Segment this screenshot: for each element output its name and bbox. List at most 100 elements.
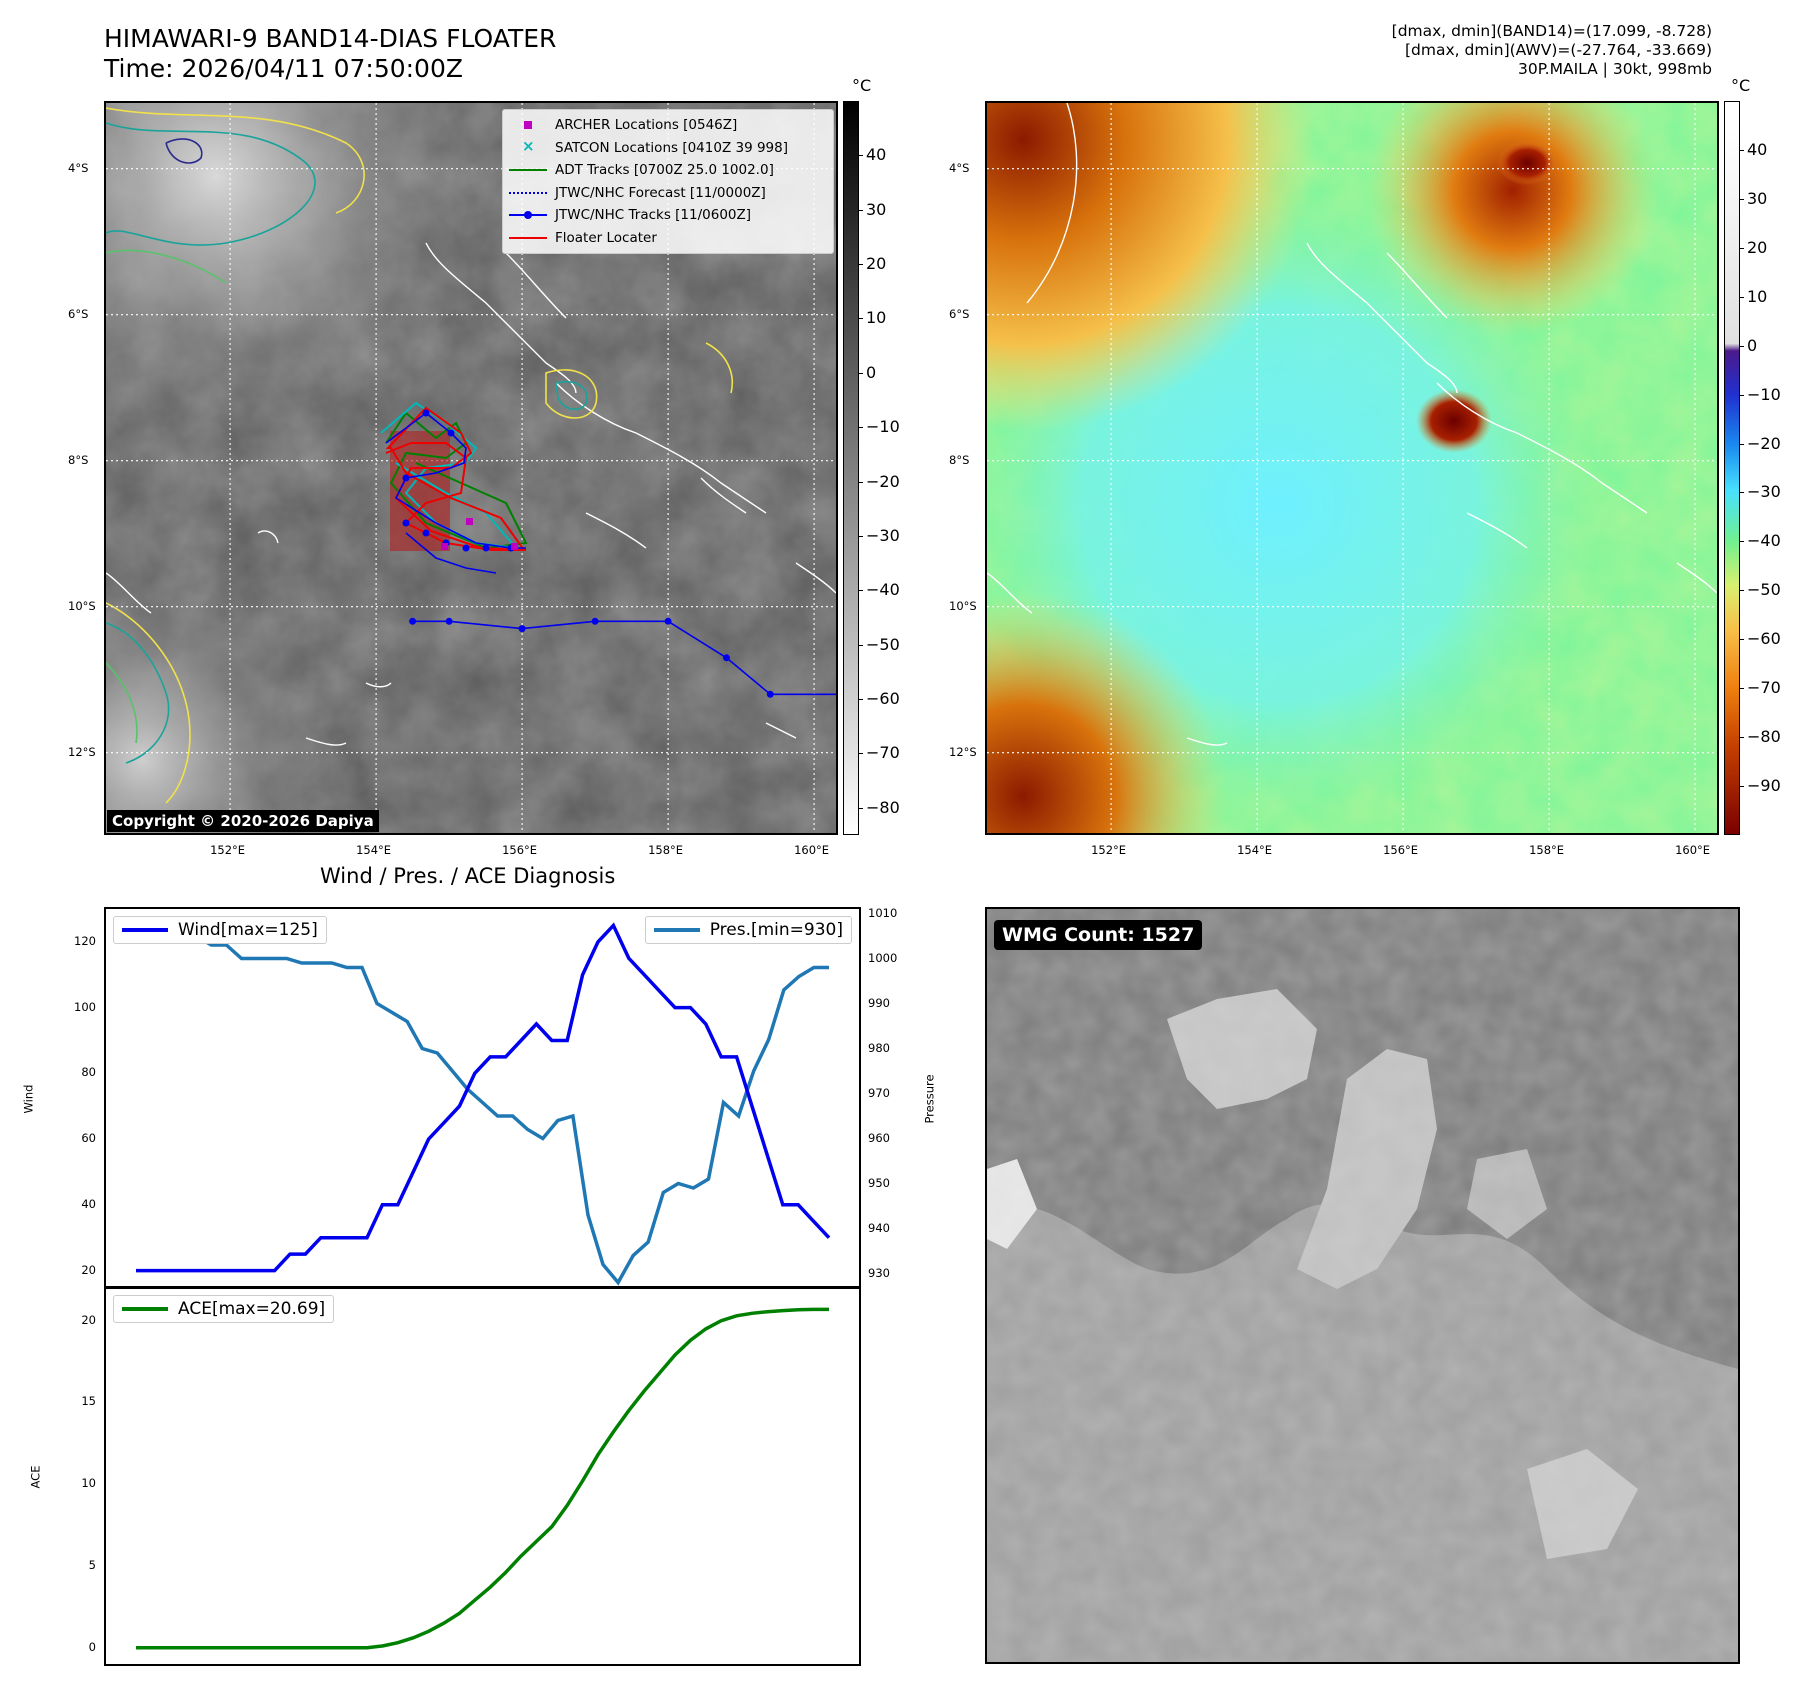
y-tick-label: 970 <box>868 1085 890 1100</box>
legend-jtwc-tracks: JTWC/NHC Tracks [11/0600Z] <box>509 204 827 227</box>
y-tick-label: 10 <box>81 1476 96 1491</box>
colorbar-tick: −40 <box>1747 531 1781 551</box>
diagnosis-title: Wind / Pres. / ACE Diagnosis <box>320 864 616 888</box>
y-tick-label: 950 <box>868 1175 890 1190</box>
colorbar-tick-mark <box>859 753 863 755</box>
legend-satcon: × SATCON Locations [0410Z 39 998] <box>522 136 788 156</box>
awv-colorbar <box>1724 101 1740 835</box>
y-tick-label: 930 <box>868 1265 890 1280</box>
ir-colorbar <box>843 101 859 835</box>
legend-adt: ADT Tracks [0700Z 25.0 1002.0] <box>509 159 827 182</box>
colorbar-tick-mark <box>859 807 863 809</box>
y-tick-label: 1010 <box>868 905 898 920</box>
lon-label: 152°E <box>1091 843 1127 857</box>
map-legend: ARCHER Locations [0546Z] × SATCON Locati… <box>502 109 834 254</box>
jtwc-forecast-track <box>412 620 836 696</box>
colorbar-tick: −10 <box>866 417 900 437</box>
colorbar-tick: −60 <box>1747 629 1781 649</box>
colorbar-tick-mark <box>859 155 863 157</box>
y-tick-label: 0 <box>88 1639 96 1654</box>
colorbar-tick-mark <box>1740 394 1744 396</box>
colorbar-tick-mark <box>859 535 863 537</box>
main-title: HIMAWARI-9 BAND14-DIAS FLOATER Time: 202… <box>104 24 556 84</box>
y-tick-label: 15 <box>81 1394 96 1409</box>
ir-map-panel: ARCHER Locations [0546Z] × SATCON Locati… <box>104 101 838 835</box>
colorbar-tick-mark <box>859 427 863 429</box>
lat-label: 12°S <box>68 744 96 759</box>
colorbar-tick-mark <box>1740 786 1744 788</box>
lon-label: 154°E <box>1237 843 1273 857</box>
wind-pres-svg <box>136 922 831 1286</box>
y-tick-label: 80 <box>81 1065 96 1080</box>
wind-series-line <box>136 922 831 1273</box>
copyright-label: Copyright © 2020-2026 Dapiya <box>107 810 379 832</box>
colorbar-tick: 0 <box>866 362 877 382</box>
colorbar-tick-mark <box>1740 590 1744 592</box>
legend-archer: ARCHER Locations [0546Z] <box>509 114 827 137</box>
awv-map-svg <box>987 103 1717 833</box>
colorbar-tick: −30 <box>866 525 900 545</box>
y-tick-label: 120 <box>74 933 96 948</box>
colorbar-tick-mark <box>1740 492 1744 494</box>
colorbar-tick-mark <box>1740 639 1744 641</box>
lon-label: 158°E <box>648 843 684 857</box>
colorbar-tick-mark <box>1740 149 1744 151</box>
colorbar-tick: 30 <box>866 199 887 219</box>
ace-series-line <box>136 1307 829 1650</box>
colorbar-tick: −50 <box>866 634 900 654</box>
colorbar-tick: 40 <box>1747 139 1768 159</box>
title-line-2: Time: 2026/04/11 07:50:00Z <box>104 54 463 83</box>
y-tick-label: 40 <box>81 1196 96 1211</box>
colorbar-tick: −70 <box>866 743 900 763</box>
stats-header: [dmax, dmin](BAND14)=(17.099, -8.728) [d… <box>1392 22 1712 79</box>
colorbar-tick: −10 <box>1747 384 1781 404</box>
pressure-series-line <box>136 925 829 1286</box>
colorbar-tick-mark <box>859 699 863 701</box>
lat-label: 10°S <box>949 598 977 613</box>
ace-axis-label: ACE <box>28 1465 43 1489</box>
colorbar-tick-mark <box>1740 688 1744 690</box>
jtwc-forecast-point <box>591 617 599 625</box>
lon-label: 156°E <box>1383 843 1419 857</box>
ace-legend: ACE[max=20.69] <box>113 1295 335 1323</box>
wmg-panel <box>985 907 1740 1664</box>
colorbar-tick-mark <box>859 264 863 266</box>
y-tick-label: 980 <box>868 1040 890 1055</box>
lat-label: 8°S <box>68 452 89 467</box>
y-tick-label: 20 <box>81 1262 96 1277</box>
colorbar-tick-mark <box>859 372 863 374</box>
ace-svg <box>136 1307 829 1650</box>
jtwc-forecast-point <box>445 617 453 625</box>
colorbar-tick: −60 <box>866 689 900 709</box>
storm-summary: 30P.MAILA | 30kt, 998mb <box>1518 60 1712 78</box>
colorbar-tick-mark <box>859 590 863 592</box>
colorbar-tick-mark <box>1740 296 1744 298</box>
lat-label: 4°S <box>949 160 970 175</box>
wmg-image <box>987 909 1738 1662</box>
colorbar-tick-mark <box>859 644 863 646</box>
lat-label: 10°S <box>68 598 96 613</box>
colorbar-tick-mark <box>859 209 863 211</box>
y-tick-label: 5 <box>88 1557 96 1572</box>
jtwc-forecast-point <box>409 617 417 625</box>
colorbar-tick: −40 <box>866 580 900 600</box>
wind-legend: Wind[max=125] <box>113 916 327 944</box>
colorbar-tick: −20 <box>1747 433 1781 453</box>
colorbar-tick-mark <box>1740 443 1744 445</box>
wind-axis-label: Wind <box>21 1084 36 1114</box>
wind-legend-swatch <box>122 928 168 932</box>
title-line-1: HIMAWARI-9 BAND14-DIAS FLOATER <box>104 24 557 53</box>
colorbar-tick-mark <box>859 318 863 320</box>
colorbar-tick: −80 <box>866 797 900 817</box>
legend-jtwc-forecast: JTWC/NHC Forecast [11/0000Z] <box>509 182 827 205</box>
colorbar-tick: −70 <box>1747 678 1781 698</box>
y-tick-label: 1000 <box>868 950 898 965</box>
jtwc-forecast-point <box>766 690 774 698</box>
y-tick-label: 960 <box>868 1130 890 1145</box>
ace-chart: ACE[max=20.69] <box>104 1286 861 1666</box>
jtwc-forecast-point <box>723 654 730 662</box>
awv-colorbar-unit: °C <box>1731 76 1751 95</box>
lon-label: 158°E <box>1529 843 1565 857</box>
ace-legend-swatch <box>122 1307 168 1311</box>
jtwc-forecast-point <box>664 617 672 625</box>
